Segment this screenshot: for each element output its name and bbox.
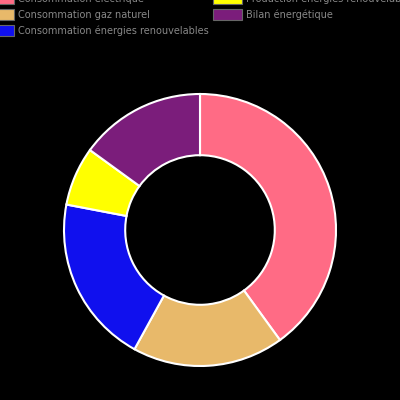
Wedge shape xyxy=(64,204,164,349)
Wedge shape xyxy=(66,150,140,216)
Wedge shape xyxy=(134,290,280,366)
Wedge shape xyxy=(90,94,200,186)
Legend: Consommation électrique, Consommation gaz naturel, Consommation énergies renouve: Consommation électrique, Consommation ga… xyxy=(0,0,400,39)
Wedge shape xyxy=(200,94,336,340)
